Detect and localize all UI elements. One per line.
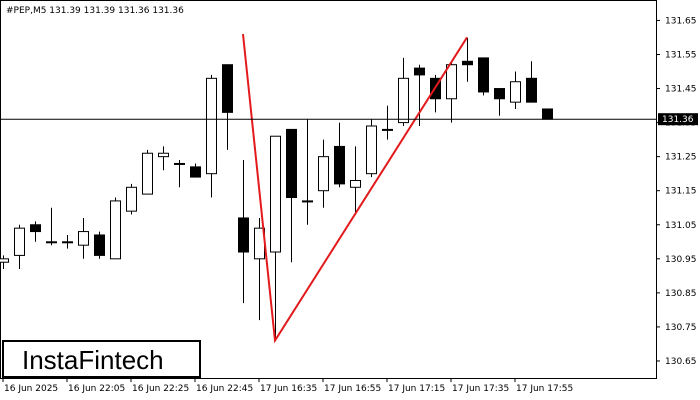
candle-body (542, 108, 553, 120)
x-tick-label: 17 Jun 17:55 (516, 384, 573, 394)
pattern-line (242, 33, 468, 344)
y-tick-label: 131.45 (665, 85, 697, 95)
y-tick-label: 130.65 (665, 357, 697, 367)
candle-body (174, 162, 185, 165)
candle-body (46, 241, 57, 244)
y-tick-label: 130.75 (665, 323, 697, 333)
x-tick-label: 16 Jun 22:25 (132, 384, 189, 394)
y-tick-label: 131.65 (665, 16, 697, 26)
y-tick-label: 131.25 (665, 153, 697, 163)
y-tick-label: 130.95 (665, 255, 697, 265)
candle-body (110, 200, 121, 260)
candle-body (510, 81, 521, 103)
candle-body (302, 200, 313, 203)
x-tick-label: 16 Jun 2025 (4, 384, 58, 394)
candle-body (414, 67, 425, 76)
y-tick-label: 130.85 (665, 289, 697, 299)
candle-body (286, 128, 297, 199)
chart-title: #PEP,M5 131.39 131.39 131.36 131.36 (6, 6, 184, 16)
x-tick-label: 17 Jun 16:35 (260, 384, 317, 394)
x-tick-label: 17 Jun 17:35 (452, 384, 509, 394)
candle-body (318, 156, 329, 192)
candle-body (350, 179, 361, 188)
x-tick-label: 16 Jun 22:45 (196, 384, 253, 394)
y-tick-label: 131.55 (665, 50, 697, 60)
candle-body (62, 241, 73, 244)
candle-body (158, 152, 169, 158)
candle-body (78, 231, 89, 246)
x-tick-label: 16 Jun 22:05 (68, 384, 125, 394)
current-price-box (658, 113, 698, 126)
current-price-label: 131.36 (662, 115, 694, 125)
candle-body (206, 77, 217, 175)
logo-box (2, 340, 201, 378)
candle-body (190, 166, 201, 178)
candle-body (142, 152, 153, 195)
candle-body (366, 125, 377, 175)
x-tick-label: 17 Jun 17:15 (388, 384, 445, 394)
candle-body (478, 57, 489, 93)
candle-body (446, 64, 457, 100)
candle-body (462, 60, 473, 66)
candle-body (14, 227, 25, 256)
candle-body (126, 186, 137, 212)
candle-body (494, 88, 505, 100)
candle-body (526, 77, 537, 103)
candle-body (222, 64, 233, 113)
candle-body (238, 217, 249, 253)
y-tick-label: 131.15 (665, 187, 697, 197)
x-tick-label: 17 Jun 16:55 (324, 384, 381, 394)
candle-body (398, 77, 409, 124)
candle-body (270, 135, 281, 253)
logo: InstaFintech (22, 345, 164, 375)
candle-body (30, 224, 41, 233)
candle-body (0, 258, 9, 263)
plot-frame (0, 0, 657, 379)
candle-body (382, 128, 393, 131)
candle-body (334, 145, 345, 185)
candle-body (94, 234, 105, 256)
y-tick-label: 131.05 (665, 221, 697, 231)
